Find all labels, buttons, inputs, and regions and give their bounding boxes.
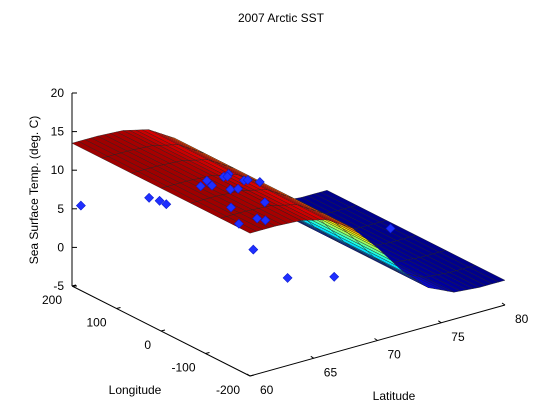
surface-patch [71,141,109,159]
observation-point [248,244,259,255]
z-tick-label: 5 [57,202,64,216]
y-tick-label: 70 [388,348,402,362]
y-axis-label: Latitude [373,389,416,403]
observation-point [195,181,206,192]
tick-mark [501,302,506,306]
observation-point [144,192,155,203]
tick-mark [310,355,315,359]
observation-point [259,197,270,208]
x-tick-label: 0 [144,338,151,352]
observation-point [254,177,265,187]
observation-point [225,184,236,195]
observation-point [233,218,244,229]
observation-point [329,271,340,282]
observation-point [222,171,233,182]
tick-labels: -5 0 5 10 15 20 -200 -100 0 100 200 60 65 70 75 80 [42,86,529,397]
tick-mark [246,373,251,377]
x-tick-label: -100 [171,361,195,375]
observation-point [201,175,212,186]
x-axis-label: Longitude [109,383,162,397]
sst-surface [71,129,506,293]
y-tick-label: 80 [515,312,529,326]
tick-mark [374,338,378,341]
observation-point [154,195,165,206]
y-tick-label: 60 [260,383,274,397]
tick-mark [205,352,210,354]
x-tick-label: 200 [42,293,62,307]
sst-observations [75,169,396,283]
observation-point [242,175,253,185]
observation-point [161,199,172,210]
observation-point [226,202,236,213]
observation-point [252,213,263,224]
z-tick-label: 10 [51,163,65,177]
y-tick-label: 65 [324,365,338,379]
observation-point [282,272,293,283]
z-tick-label: 0 [57,240,64,254]
observation-point [260,215,271,226]
observation-point [207,180,217,191]
observation-point [75,200,86,211]
z-tick-label: 15 [51,125,65,139]
tick-mark [160,329,166,332]
tick-mark [116,307,121,309]
observation-point [385,223,396,234]
tick-mark [249,374,255,377]
z-axis-label: Sea Surface Temp. (deg. C) [27,116,41,265]
x-tick-label: 100 [86,316,106,330]
y-tick-label: 75 [451,330,465,344]
observation-point [233,183,244,194]
x-tick-label: -200 [216,383,240,397]
chart-title: 2007 Arctic SST [238,11,325,25]
z-tick-label: 20 [51,86,65,100]
z-tick-label: -5 [53,279,64,293]
tick-mark [438,320,442,324]
tick-mark [71,284,77,287]
